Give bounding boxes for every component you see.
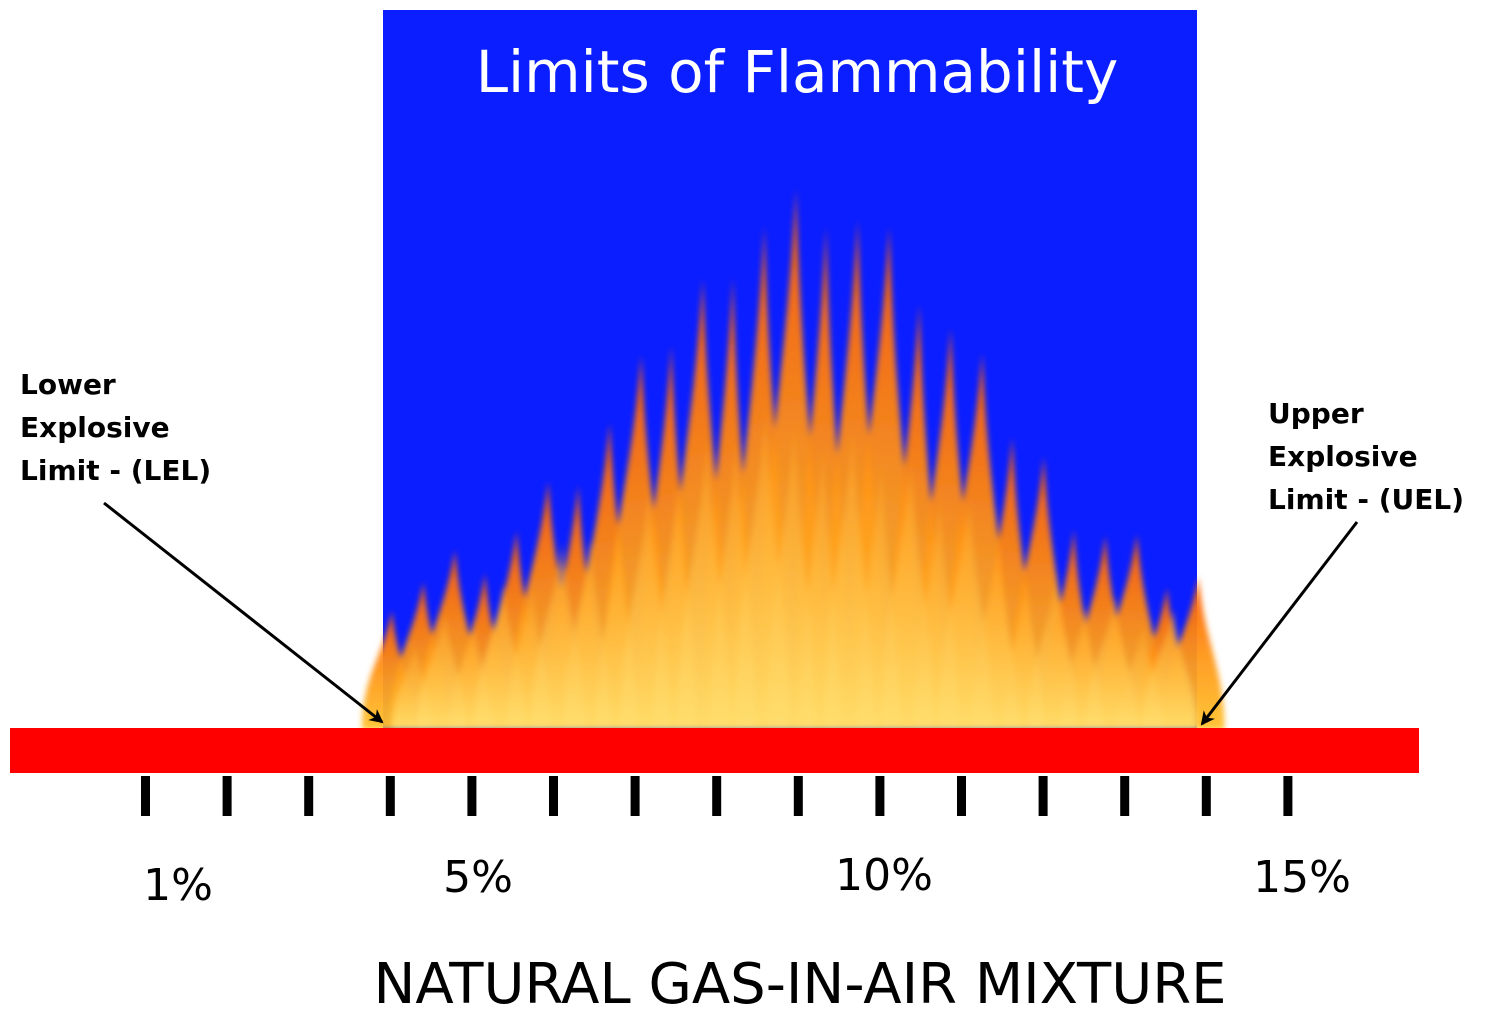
tick-mark (1038, 776, 1048, 816)
lel-label-line-1: Lower (20, 368, 116, 401)
uel-callout: Upper Explosive Limit - (UEL) (1200, 397, 1464, 726)
tick-label-1: 1% (143, 860, 213, 911)
tick-mark (1201, 776, 1211, 816)
tick-mark (222, 776, 232, 816)
lel-label-line-3: Limit - (LEL) (20, 454, 211, 487)
tick-label-5: 5% (443, 852, 513, 903)
tick-label-15: 15% (1253, 852, 1351, 903)
lel-callout: Lower Explosive Limit - (LEL) (20, 368, 384, 724)
tick-mark (1283, 776, 1293, 816)
concentration-bar (10, 728, 1419, 773)
tick-mark (957, 776, 966, 816)
tick-mark (304, 776, 314, 816)
tick-mark (467, 776, 477, 816)
tick-mark (793, 776, 803, 816)
uel-arrow (1200, 521, 1359, 726)
uel-label-line-2: Explosive (1268, 440, 1418, 473)
tick-marks (141, 776, 1293, 816)
uel-label-line-3: Limit - (UEL) (1268, 483, 1464, 516)
tick-mark (1120, 776, 1130, 816)
axis-title: NATURAL GAS-IN-AIR MIXTURE (373, 952, 1226, 1011)
flames-illustration (362, 188, 1225, 731)
tick-labels: 1% 5% 10% 15% (143, 850, 1351, 911)
tick-mark (549, 776, 558, 816)
lel-arrow (103, 501, 384, 724)
uel-label-line-1: Upper (1268, 397, 1364, 430)
tick-mark (630, 776, 640, 816)
tick-mark (712, 776, 722, 816)
lel-label-line-2: Explosive (20, 411, 170, 444)
tick-label-10: 10% (835, 850, 933, 901)
tick-mark (875, 776, 885, 816)
tick-mark (141, 776, 150, 816)
flame-tongue (1142, 608, 1197, 730)
flame-tongue (971, 538, 1019, 730)
diagram-title: Limits of Flammability (476, 38, 1119, 106)
tick-mark (385, 776, 395, 816)
